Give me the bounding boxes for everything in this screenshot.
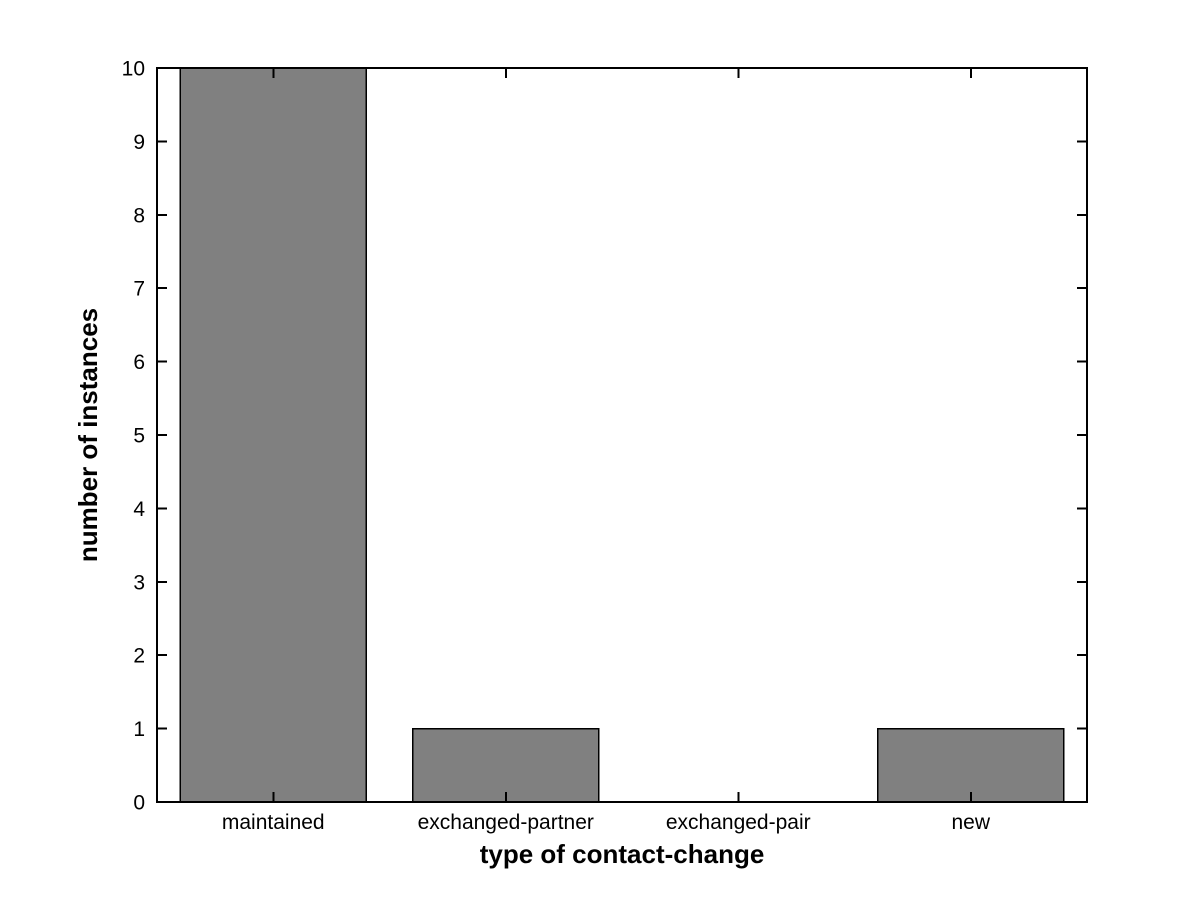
bar-maintained [179,67,368,803]
y-tick-label-6: 6 [133,351,145,374]
bar-exchanged-partner [412,727,600,803]
y-tick-label-0: 0 [133,792,145,815]
x-tick-label-exchanged-pair: exchanged-pair [666,811,811,834]
y-tick-label-5: 5 [133,425,145,448]
y-axis-label: number of instances [73,308,103,562]
x-tick-label-maintained: maintained [222,811,325,834]
y-tick-label-3: 3 [133,571,145,594]
x-tick-label-new: new [951,811,990,834]
y-tick-label-2: 2 [133,645,145,668]
y-tick-label-7: 7 [133,278,145,301]
bar-new [877,727,1065,803]
y-tick-label-10: 10 [122,58,145,81]
x-tick-label-exchanged-partner: exchanged-partner [418,811,594,834]
y-tick-label-9: 9 [133,131,145,154]
y-tick-label-4: 4 [133,498,145,521]
bars-layer [179,67,1065,803]
ticks-layer: 0 1 2 3 4 5 6 7 8 9 10 maintained exchanged-partner e… [122,58,1087,834]
y-tick-label-1: 1 [133,718,145,741]
x-axis-label: type of contact-change [480,839,765,869]
y-tick-label-8: 8 [133,204,145,227]
